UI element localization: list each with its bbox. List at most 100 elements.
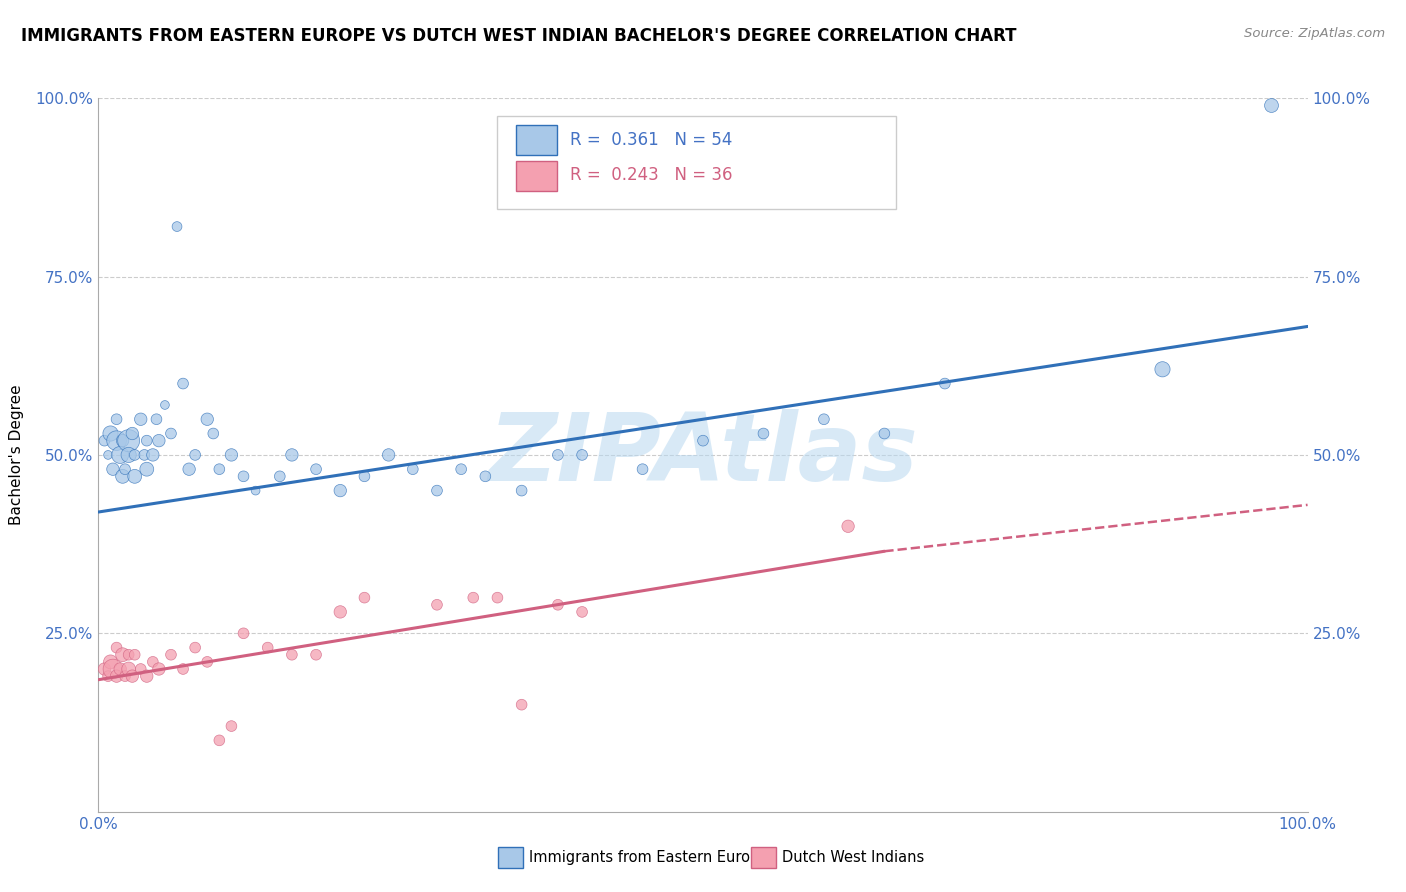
Point [837, 519, 859, 533]
Point [329, 605, 352, 619]
FancyBboxPatch shape [498, 116, 897, 209]
Text: IMMIGRANTS FROM EASTERN EUROPE VS DUTCH WEST INDIAN BACHELOR'S DEGREE CORRELATIO: IMMIGRANTS FROM EASTERN EUROPE VS DUTCH … [21, 27, 1017, 45]
FancyBboxPatch shape [516, 161, 557, 191]
Point [305, 648, 328, 662]
Point [873, 426, 896, 441]
Point [114, 462, 136, 476]
Point [426, 598, 449, 612]
Point [195, 412, 218, 426]
Point [281, 648, 304, 662]
Point [114, 669, 136, 683]
Point [148, 434, 170, 448]
Point [97, 669, 120, 683]
Point [179, 462, 201, 476]
Point [221, 719, 243, 733]
Point [281, 448, 304, 462]
Point [111, 469, 134, 483]
Point [547, 598, 569, 612]
Point [135, 669, 157, 683]
Point [142, 655, 165, 669]
Point [118, 448, 141, 462]
Text: Immigrants from Eastern Europe: Immigrants from Eastern Europe [529, 850, 768, 864]
Point [134, 448, 156, 462]
FancyBboxPatch shape [516, 125, 557, 155]
Point [172, 662, 194, 676]
Y-axis label: Bachelor's Degree: Bachelor's Degree [10, 384, 24, 525]
Point [153, 398, 176, 412]
Point [124, 469, 146, 483]
Point [97, 448, 120, 462]
Point [232, 626, 254, 640]
Point [184, 640, 207, 655]
Point [160, 648, 183, 662]
Point [166, 219, 188, 234]
Point [208, 462, 231, 476]
Point [121, 426, 143, 441]
Point [256, 640, 278, 655]
Point [129, 412, 152, 426]
Point [105, 412, 128, 426]
Point [474, 469, 496, 483]
Point [135, 462, 157, 476]
Point [129, 662, 152, 676]
Point [631, 462, 654, 476]
Point [93, 434, 115, 448]
Point [172, 376, 194, 391]
Point [118, 434, 141, 448]
Point [813, 412, 835, 426]
Point [510, 483, 533, 498]
Point [377, 448, 399, 462]
Point [571, 605, 593, 619]
Point [105, 669, 128, 683]
Point [208, 733, 231, 747]
Point [245, 483, 267, 498]
Point [202, 426, 225, 441]
Point [93, 662, 115, 676]
Point [450, 462, 472, 476]
Point [160, 426, 183, 441]
Point [105, 640, 128, 655]
Point [547, 448, 569, 462]
Point [269, 469, 291, 483]
Point [232, 469, 254, 483]
Point [353, 591, 375, 605]
Point [101, 662, 124, 676]
Point [1152, 362, 1174, 376]
Point [353, 469, 375, 483]
Point [510, 698, 533, 712]
Point [100, 426, 122, 441]
Point [1260, 98, 1282, 112]
Point [195, 655, 218, 669]
Text: R =  0.243   N = 36: R = 0.243 N = 36 [569, 166, 733, 184]
Point [752, 426, 775, 441]
Point [305, 462, 328, 476]
Point [135, 434, 157, 448]
Point [221, 448, 243, 462]
Point [329, 483, 352, 498]
Point [124, 648, 146, 662]
Text: R =  0.361   N = 54: R = 0.361 N = 54 [569, 130, 733, 148]
Text: Source: ZipAtlas.com: Source: ZipAtlas.com [1244, 27, 1385, 40]
Point [486, 591, 509, 605]
Point [108, 662, 131, 676]
Text: Dutch West Indians: Dutch West Indians [782, 850, 924, 864]
Point [142, 448, 165, 462]
Point [124, 448, 146, 462]
Point [111, 434, 134, 448]
Point [463, 591, 485, 605]
Point [148, 662, 170, 676]
Point [111, 648, 134, 662]
Point [145, 412, 167, 426]
Point [100, 655, 122, 669]
Point [692, 434, 714, 448]
Point [108, 448, 131, 462]
Point [101, 462, 124, 476]
Point [402, 462, 425, 476]
Point [934, 376, 956, 391]
Point [118, 662, 141, 676]
Point [184, 448, 207, 462]
Point [426, 483, 449, 498]
Point [571, 448, 593, 462]
Text: ZIPAtlas: ZIPAtlas [488, 409, 918, 501]
Point [118, 648, 141, 662]
